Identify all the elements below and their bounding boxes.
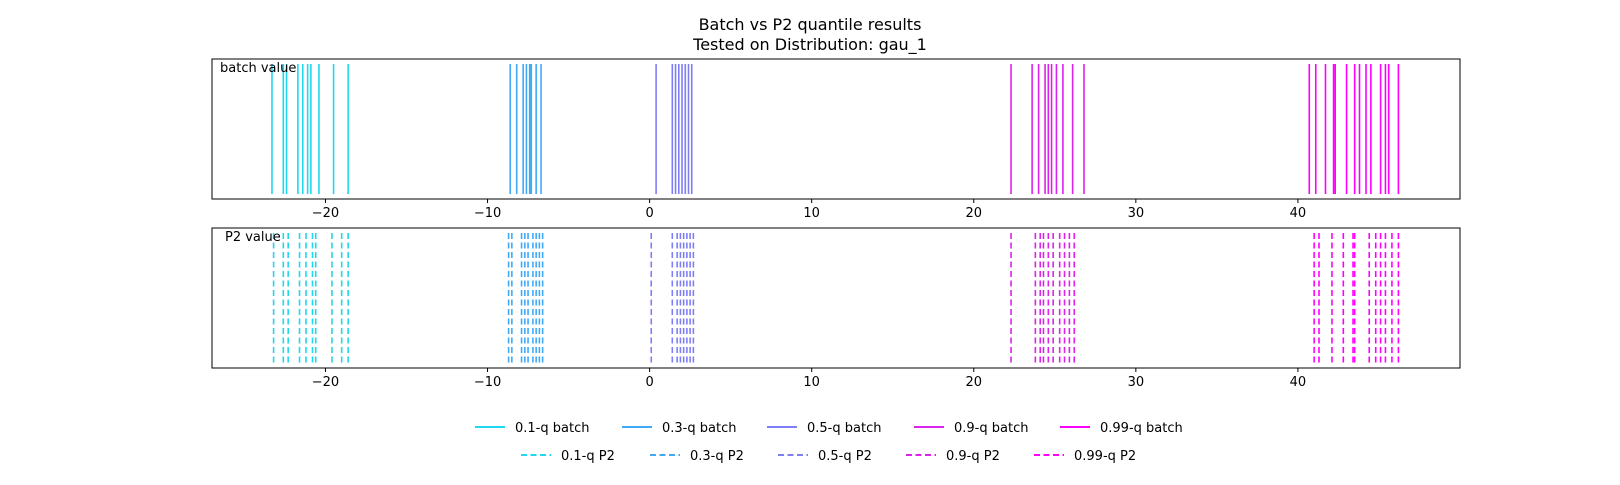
legend-item: 0.9-q batch: [914, 421, 1028, 436]
legend-item: 0.3-q batch: [622, 421, 736, 436]
chart-subtitle: Tested on Distribution: gau_1: [692, 35, 927, 55]
x-tick-label: 0: [645, 206, 653, 221]
series-q03-p2: [507, 233, 544, 363]
legend-label: 0.1-q batch: [515, 421, 589, 436]
x-tick-label: 40: [1290, 375, 1307, 390]
series-q05-batch: [655, 64, 693, 194]
x-tick-label: 40: [1290, 206, 1307, 221]
x-tick-label: 10: [803, 206, 820, 221]
legend-label: 0.5-q P2: [818, 449, 872, 464]
series-q099-batch: [1308, 64, 1400, 194]
x-tick-label: 20: [965, 375, 982, 390]
chart-title: Batch vs P2 quantile results: [699, 15, 922, 34]
series-q03-batch: [509, 64, 542, 194]
legend-item: 0.1-q batch: [475, 421, 589, 436]
legend-label: 0.5-q batch: [807, 421, 881, 436]
legend-item: 0.99-q P2: [1034, 449, 1136, 464]
x-tick-label: −20: [312, 206, 339, 221]
x-tick-label: −20: [312, 375, 339, 390]
panel-label: batch value: [220, 61, 296, 76]
legend-item: 0.99-q batch: [1060, 421, 1183, 436]
legend-item: 0.5-q batch: [767, 421, 881, 436]
legend-item: 0.1-q P2: [521, 449, 615, 464]
panel-1: batch value −20 −10 0 10 20 30 40: [211, 58, 1461, 221]
legend-label: 0.3-q P2: [690, 449, 744, 464]
series-q05-p2: [650, 233, 695, 363]
x-tick-label: 30: [1128, 375, 1145, 390]
legend-label: 0.99-q batch: [1100, 421, 1183, 436]
legend-label: 0.3-q batch: [662, 421, 736, 436]
legend-item: 0.3-q P2: [650, 449, 744, 464]
x-tick-label: 10: [803, 375, 820, 390]
legend-label: 0.9-q batch: [954, 421, 1028, 436]
series-q01-p2: [272, 233, 349, 363]
axes-frame: [211, 58, 1461, 200]
legend-item: 0.9-q P2: [906, 449, 1000, 464]
legend-item: 0.5-q P2: [778, 449, 872, 464]
x-tick-label: 0: [645, 375, 653, 390]
legend-label: 0.99-q P2: [1074, 449, 1136, 464]
panel-2: P2 value −20 −10 0 10 20 30 40: [211, 227, 1461, 390]
series-q01-batch: [271, 64, 349, 194]
axes-frame: [211, 227, 1461, 369]
series-q099-p2: [1313, 233, 1400, 363]
x-tick-label: −10: [474, 206, 501, 221]
x-tick-label: 30: [1128, 206, 1145, 221]
series-q09-p2: [1010, 233, 1076, 363]
legend: 0.1-q batch 0.3-q batch 0.5-q batch 0.9-q b…: [475, 421, 1183, 464]
x-tick-label: 20: [965, 206, 982, 221]
panel-label: P2 value: [225, 230, 281, 245]
legend-label: 0.9-q P2: [946, 449, 1000, 464]
panels: batch value −20 −10 0 10 20 30 40 P2 value −20 −10…: [211, 58, 1461, 390]
series-q09-batch: [1010, 64, 1085, 194]
legend-label: 0.1-q P2: [561, 449, 615, 464]
x-tick-label: −10: [474, 375, 501, 390]
